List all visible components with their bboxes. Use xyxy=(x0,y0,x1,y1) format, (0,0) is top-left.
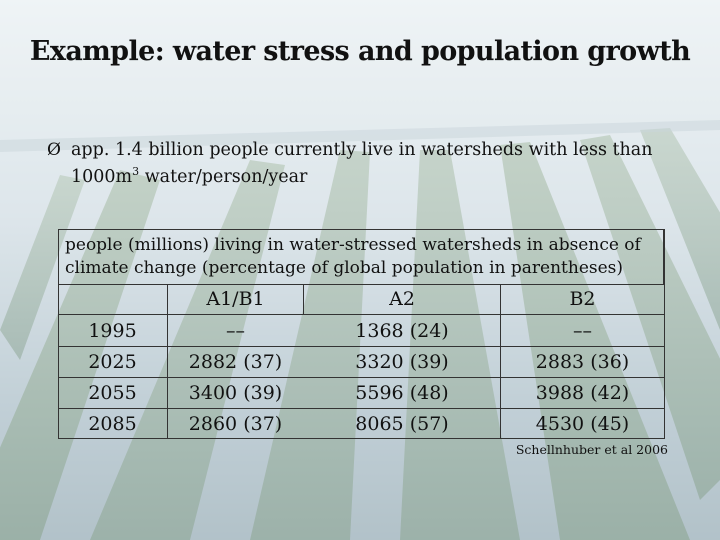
table-caption: people (millions) living in water-stress… xyxy=(58,229,664,284)
cell-a2: 8065 (57) xyxy=(355,413,449,435)
row-year: 2085 xyxy=(88,413,137,435)
bullet-point: Ø app. 1.4 billion people currently live… xyxy=(47,140,667,188)
cell-a2: 3320 (39) xyxy=(355,351,449,373)
column-header-a2: A2 xyxy=(389,288,415,310)
table-line xyxy=(167,284,168,315)
table-line xyxy=(58,377,665,378)
water-stress-table: people (millions) living in water-stress… xyxy=(58,229,666,439)
cell-a2: 1368 (24) xyxy=(355,320,449,342)
table-line xyxy=(58,229,59,315)
column-header-a1b1: A1/B1 xyxy=(206,288,265,310)
table-line xyxy=(58,314,665,315)
bullet-text: app. 1.4 billion people currently live i… xyxy=(47,140,667,188)
cell-b2: 3988 (42) xyxy=(535,382,630,404)
table-line xyxy=(500,284,501,315)
row-year: 2025 xyxy=(88,351,137,373)
cell-b2: –– xyxy=(573,320,592,342)
slide-title: Example: water stress and population gro… xyxy=(29,36,691,67)
bullet-line-2-sup: 3 xyxy=(132,165,140,178)
cell-a1b1: 3400 (39) xyxy=(188,382,283,404)
table-line xyxy=(303,284,304,315)
cell-a1b1: 2860 (37) xyxy=(188,413,283,435)
row-year: 2055 xyxy=(88,382,137,404)
cell-a1b1: 2882 (37) xyxy=(188,351,283,373)
table-line xyxy=(58,284,665,285)
cell-b2: 2883 (36) xyxy=(535,351,630,373)
column-header-b2: B2 xyxy=(569,288,596,310)
bullet-line-1: app. 1.4 billion people currently live i… xyxy=(71,140,653,160)
table-line xyxy=(664,229,665,315)
row-year: 1995 xyxy=(88,320,137,342)
cell-a1b1: –– xyxy=(226,320,245,342)
arrow-bullet-icon: Ø xyxy=(47,140,61,160)
bullet-line-2-pre: 1000m xyxy=(71,166,133,187)
table-line xyxy=(58,346,665,347)
cell-a2: 5596 (48) xyxy=(355,382,449,404)
table-line xyxy=(58,408,665,409)
table-line xyxy=(58,438,665,439)
bullet-line-2-post: water/person/year xyxy=(139,166,308,187)
cell-b2: 4530 (45) xyxy=(535,413,630,435)
source-credit: Schellnhuber et al 2006 xyxy=(515,442,668,457)
